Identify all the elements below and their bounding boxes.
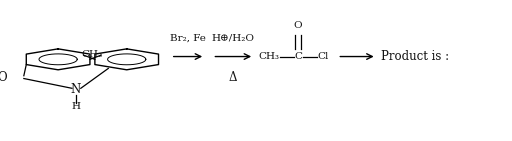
Text: Br₂, Fe: Br₂, Fe [170, 34, 206, 43]
Text: O: O [294, 21, 303, 30]
Text: O: O [0, 71, 7, 84]
Text: Product is :: Product is : [381, 50, 450, 63]
Text: C: C [294, 52, 302, 61]
Text: Δ: Δ [229, 71, 238, 84]
Text: CH₂: CH₂ [82, 50, 103, 59]
Text: Cl: Cl [317, 52, 328, 61]
Text: CH₃: CH₃ [258, 52, 279, 61]
Text: H⊕/H₂O: H⊕/H₂O [212, 34, 255, 43]
Text: H: H [71, 102, 80, 111]
Text: N: N [71, 83, 81, 96]
